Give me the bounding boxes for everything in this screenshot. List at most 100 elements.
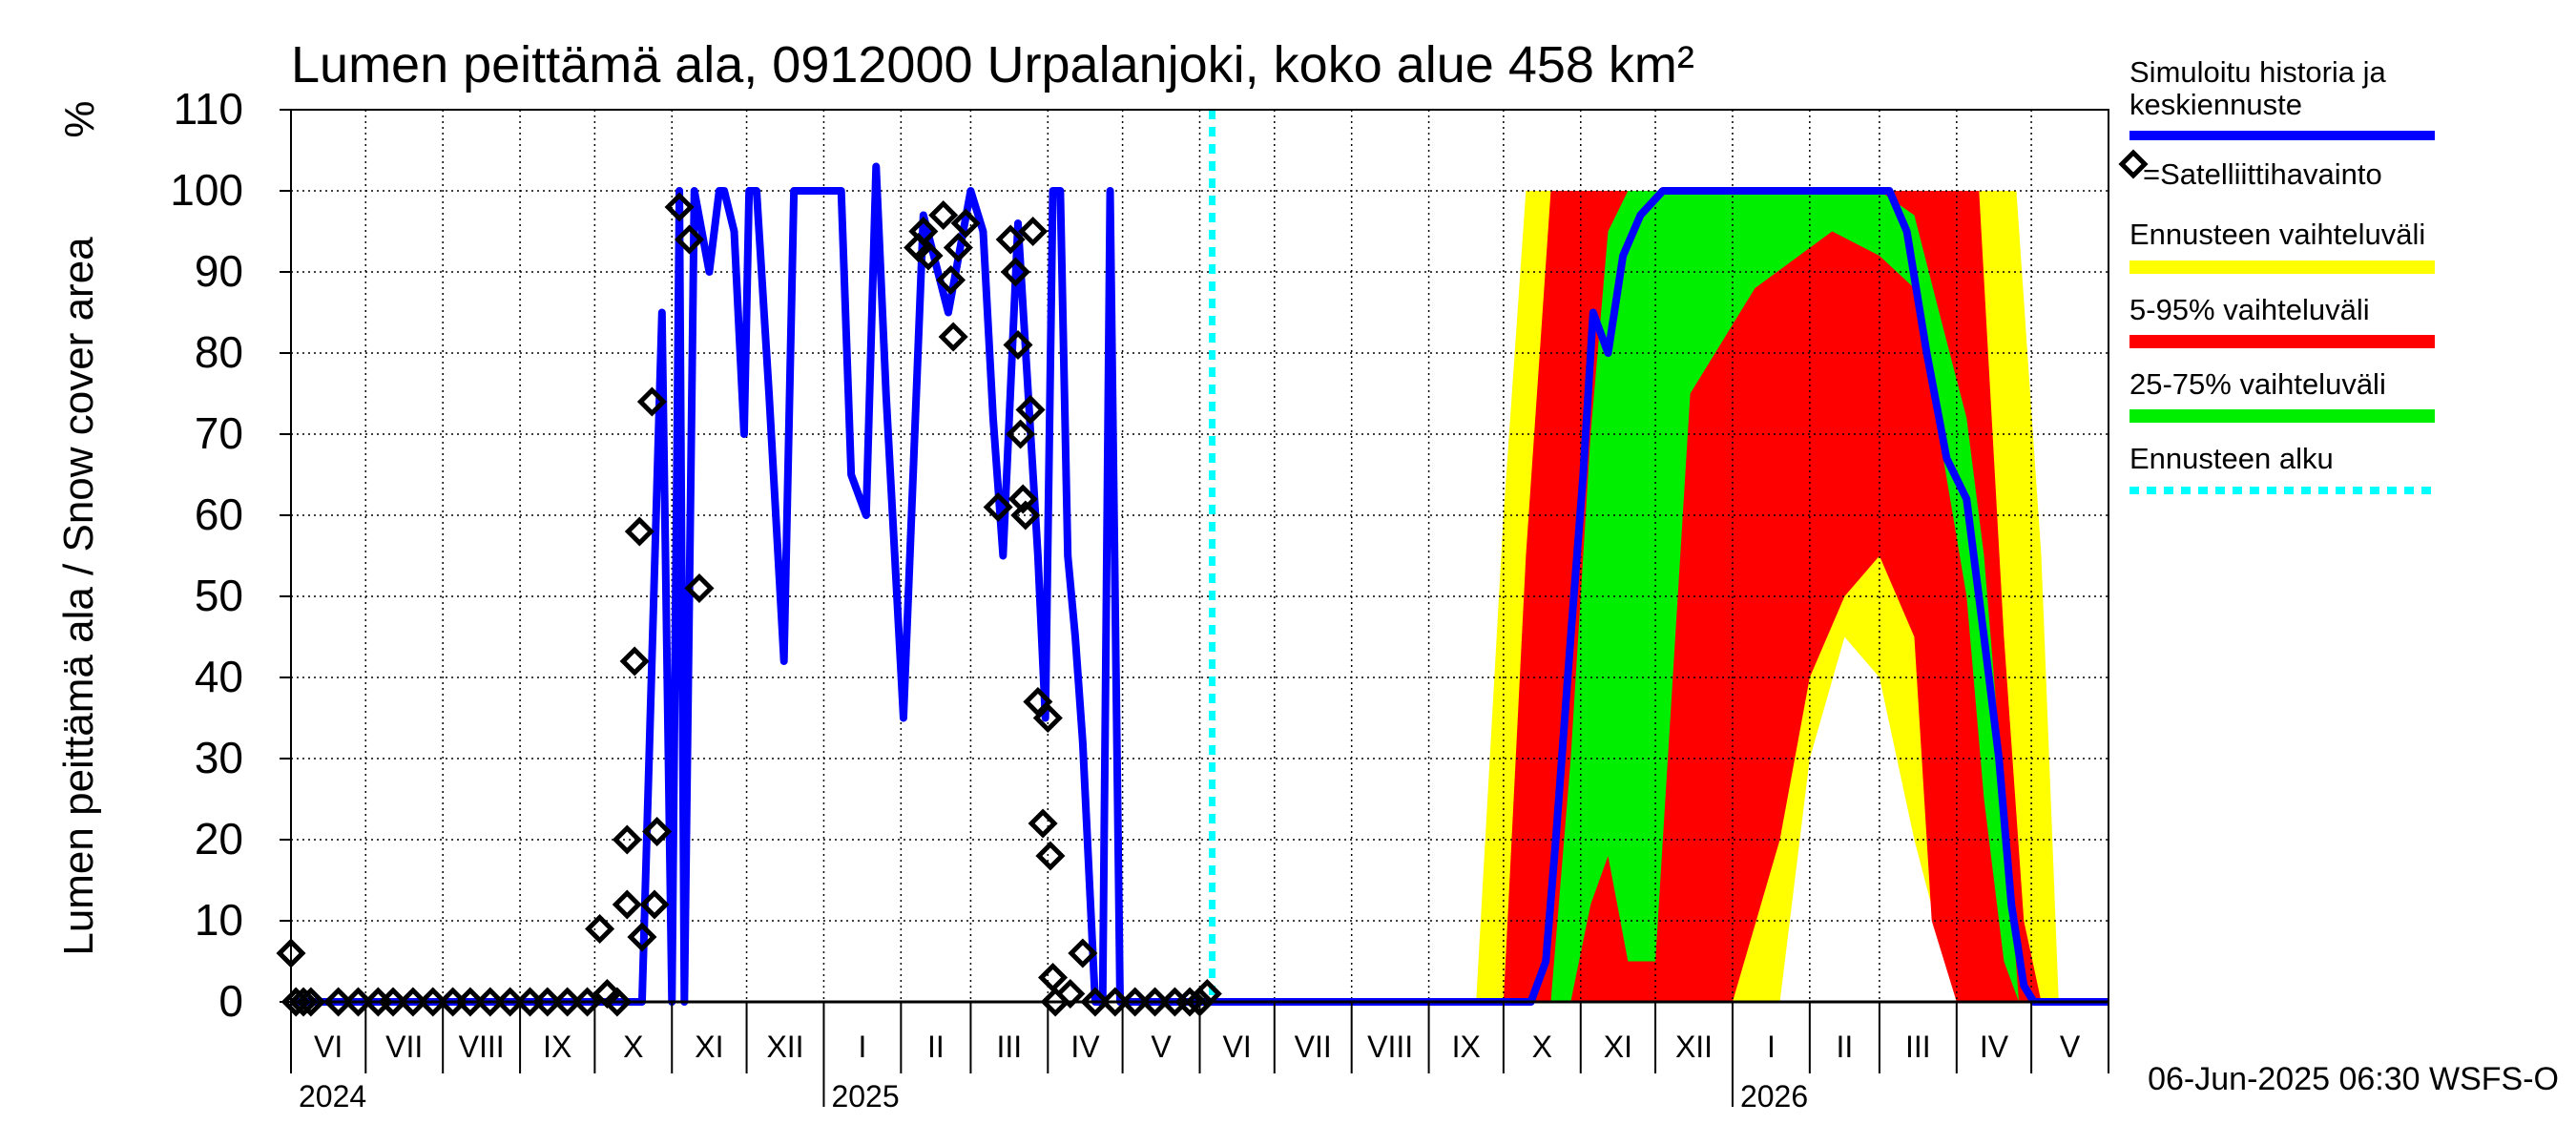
- satellite-point: [1055, 978, 1086, 1010]
- satellite-point: [1037, 962, 1069, 993]
- satellite-point: [378, 987, 408, 1017]
- y-tick-label: 90: [195, 246, 243, 296]
- satellite-point: [627, 922, 657, 952]
- y-axis-label: Lumen peittämä ala / Snow cover area: [55, 237, 102, 956]
- x-month-label: VII: [385, 1030, 423, 1064]
- satellite-point: [1032, 702, 1063, 734]
- x-month-label: IV: [1980, 1030, 2009, 1064]
- legend-full-range-label: Ennusteen vaihteluväli: [2129, 218, 2425, 251]
- x-month-label: VIII: [1367, 1030, 1413, 1064]
- satellite-point: [908, 216, 939, 247]
- series-layer: [291, 110, 2109, 1006]
- satellite-point: [1015, 394, 1046, 426]
- x-month-label: XII: [1675, 1030, 1713, 1064]
- y-tick-label: 60: [195, 489, 243, 539]
- satellite-point: [495, 987, 526, 1017]
- y-tick-label: 50: [195, 571, 243, 620]
- y-tick-label: 70: [195, 408, 243, 458]
- satellite-point: [995, 224, 1026, 255]
- satellite-point: [639, 889, 670, 920]
- satellite-point: [475, 987, 506, 1017]
- y-tick-label: 80: [195, 327, 243, 377]
- satellite-point: [936, 264, 966, 296]
- x-month-label: III: [997, 1030, 1023, 1064]
- x-month-label: I: [858, 1030, 866, 1064]
- satellite-point: [1018, 216, 1049, 247]
- satellite-point: [1000, 257, 1030, 287]
- satellite-point: [418, 987, 448, 1017]
- x-month-label: VI: [1223, 1030, 1252, 1064]
- satellite-point: [950, 208, 981, 239]
- satellite-point: [928, 199, 959, 231]
- x-month-label: IX: [543, 1030, 571, 1064]
- x-month-label: I: [1767, 1030, 1776, 1064]
- satellite-point: [983, 491, 1013, 523]
- satellite-point: [943, 232, 973, 263]
- x-year-label: 2024: [299, 1079, 366, 1114]
- satellite-point: [602, 987, 633, 1017]
- x-month-label: V: [2060, 1030, 2081, 1064]
- y-axis-unit: %: [56, 100, 103, 137]
- x-month-label: II: [927, 1030, 945, 1064]
- x-month-label: VIII: [459, 1030, 505, 1064]
- y-tick-label: 20: [195, 814, 243, 864]
- y-tick-label: 0: [218, 976, 243, 1026]
- satellite-point: [913, 240, 944, 271]
- chart-title: Lumen peittämä ala, 0912000 Urpalanjoki,…: [291, 36, 1694, 94]
- satellite-point: [1068, 938, 1098, 968]
- forecast-median-line: [1212, 187, 2109, 1006]
- satellite-point: [1028, 808, 1058, 839]
- legend-5-95-label: 5-95% vaihteluväli: [2129, 293, 2370, 326]
- x-month-label: VI: [314, 1030, 343, 1064]
- x-month-label: X: [623, 1030, 643, 1064]
- satellite-point: [1139, 987, 1171, 1017]
- satellite-point: [343, 987, 373, 1017]
- satellite-point: [1184, 987, 1215, 1017]
- satellite-point: [612, 889, 642, 920]
- satellite-point: [674, 224, 705, 255]
- satellite-point: [288, 987, 319, 1017]
- satellite-point: [1006, 419, 1036, 449]
- satellite-point: [276, 938, 306, 968]
- y-tick-label: 110: [174, 84, 243, 134]
- satellite-point: [1008, 484, 1038, 514]
- satellite-point: [532, 987, 563, 1017]
- legend-simulated-label: Simuloitu historia ja keskiennuste: [2129, 55, 2387, 121]
- x-month-label: II: [1836, 1030, 1853, 1064]
- satellite-point: [1100, 987, 1131, 1017]
- satellite-point: [938, 322, 968, 352]
- x-month-label: IV: [1070, 1030, 1100, 1064]
- satellite-point: [684, 572, 715, 604]
- x-year-label: 2025: [831, 1079, 899, 1114]
- footer-timestamp: 06-Jun-2025 06:30 WSFS-O: [2148, 1061, 2559, 1097]
- satellite-point: [552, 987, 583, 1017]
- y-tick-label: 30: [195, 733, 243, 782]
- satellite-point: [624, 516, 654, 547]
- y-tick-label: 10: [195, 895, 243, 945]
- satellite-point: [585, 913, 615, 945]
- history-line: [291, 162, 1213, 1006]
- x-month-label: V: [1151, 1030, 1172, 1064]
- satellite-point: [664, 192, 695, 222]
- legend-forecast-start-label: Ennusteen alku: [2129, 442, 2334, 475]
- legend-satellite-label: =Satelliittihavainto: [2143, 157, 2382, 191]
- legend-satellite-marker: [2118, 149, 2149, 179]
- x-month-label: XII: [766, 1030, 803, 1064]
- satellite-point: [323, 987, 354, 1017]
- y-tick-label: 100: [170, 165, 243, 215]
- legend: Simuloitu historia ja keskiennuste =Satell…: [2118, 55, 2435, 494]
- x-month-label: X: [1532, 1030, 1552, 1064]
- satellite-point: [1035, 841, 1066, 871]
- y-tick-label: 40: [195, 652, 243, 701]
- satellite-point: [642, 816, 673, 847]
- satellite-point: [572, 987, 603, 1017]
- x-month-label: III: [1905, 1030, 1931, 1064]
- satellite-point: [455, 987, 486, 1017]
- satellite-point: [636, 386, 667, 417]
- x-month-label: XI: [695, 1030, 723, 1064]
- satellite-point: [612, 824, 642, 855]
- satellite-point: [1010, 500, 1041, 531]
- satellite-point: [296, 987, 326, 1017]
